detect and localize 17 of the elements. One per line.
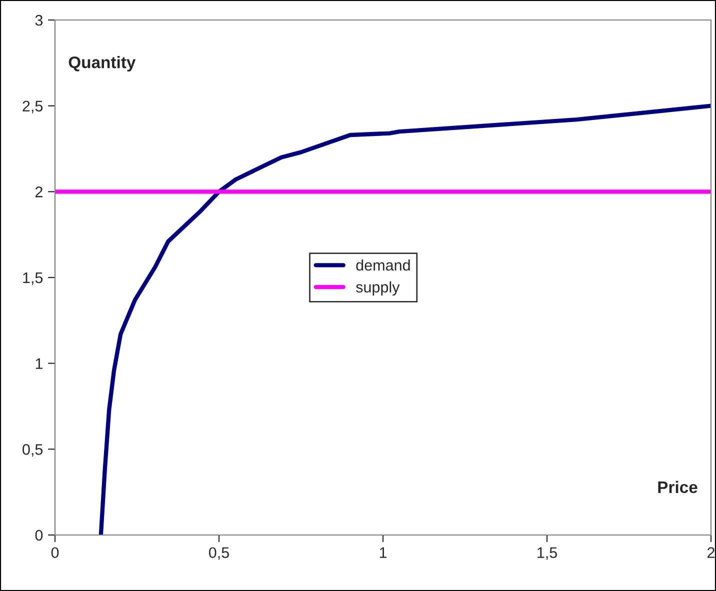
legend-label: demand xyxy=(356,259,410,271)
y-tick-label: 1,5 xyxy=(23,272,43,285)
y-axis-title: Quantity xyxy=(68,56,136,72)
y-tick-label: 0 xyxy=(35,530,43,541)
x-axis-title: Price xyxy=(658,480,698,494)
y-tick-label: 2,5 xyxy=(22,100,43,114)
x-tick-label: 0 xyxy=(51,547,59,558)
y-tick-label: 2 xyxy=(35,186,42,198)
line-series xyxy=(98,104,711,535)
y-tick-label: 1 xyxy=(36,358,42,369)
x-tick-label: 2 xyxy=(708,547,714,558)
x-tick-label: 1,5 xyxy=(538,547,557,560)
y-tick-label: 3 xyxy=(35,14,43,26)
x-tick-label: 0,5 xyxy=(208,547,229,560)
y-tick-label: 0,5 xyxy=(22,444,43,457)
x-tick-label: 1 xyxy=(380,547,387,558)
legend-label: supply xyxy=(356,281,400,296)
